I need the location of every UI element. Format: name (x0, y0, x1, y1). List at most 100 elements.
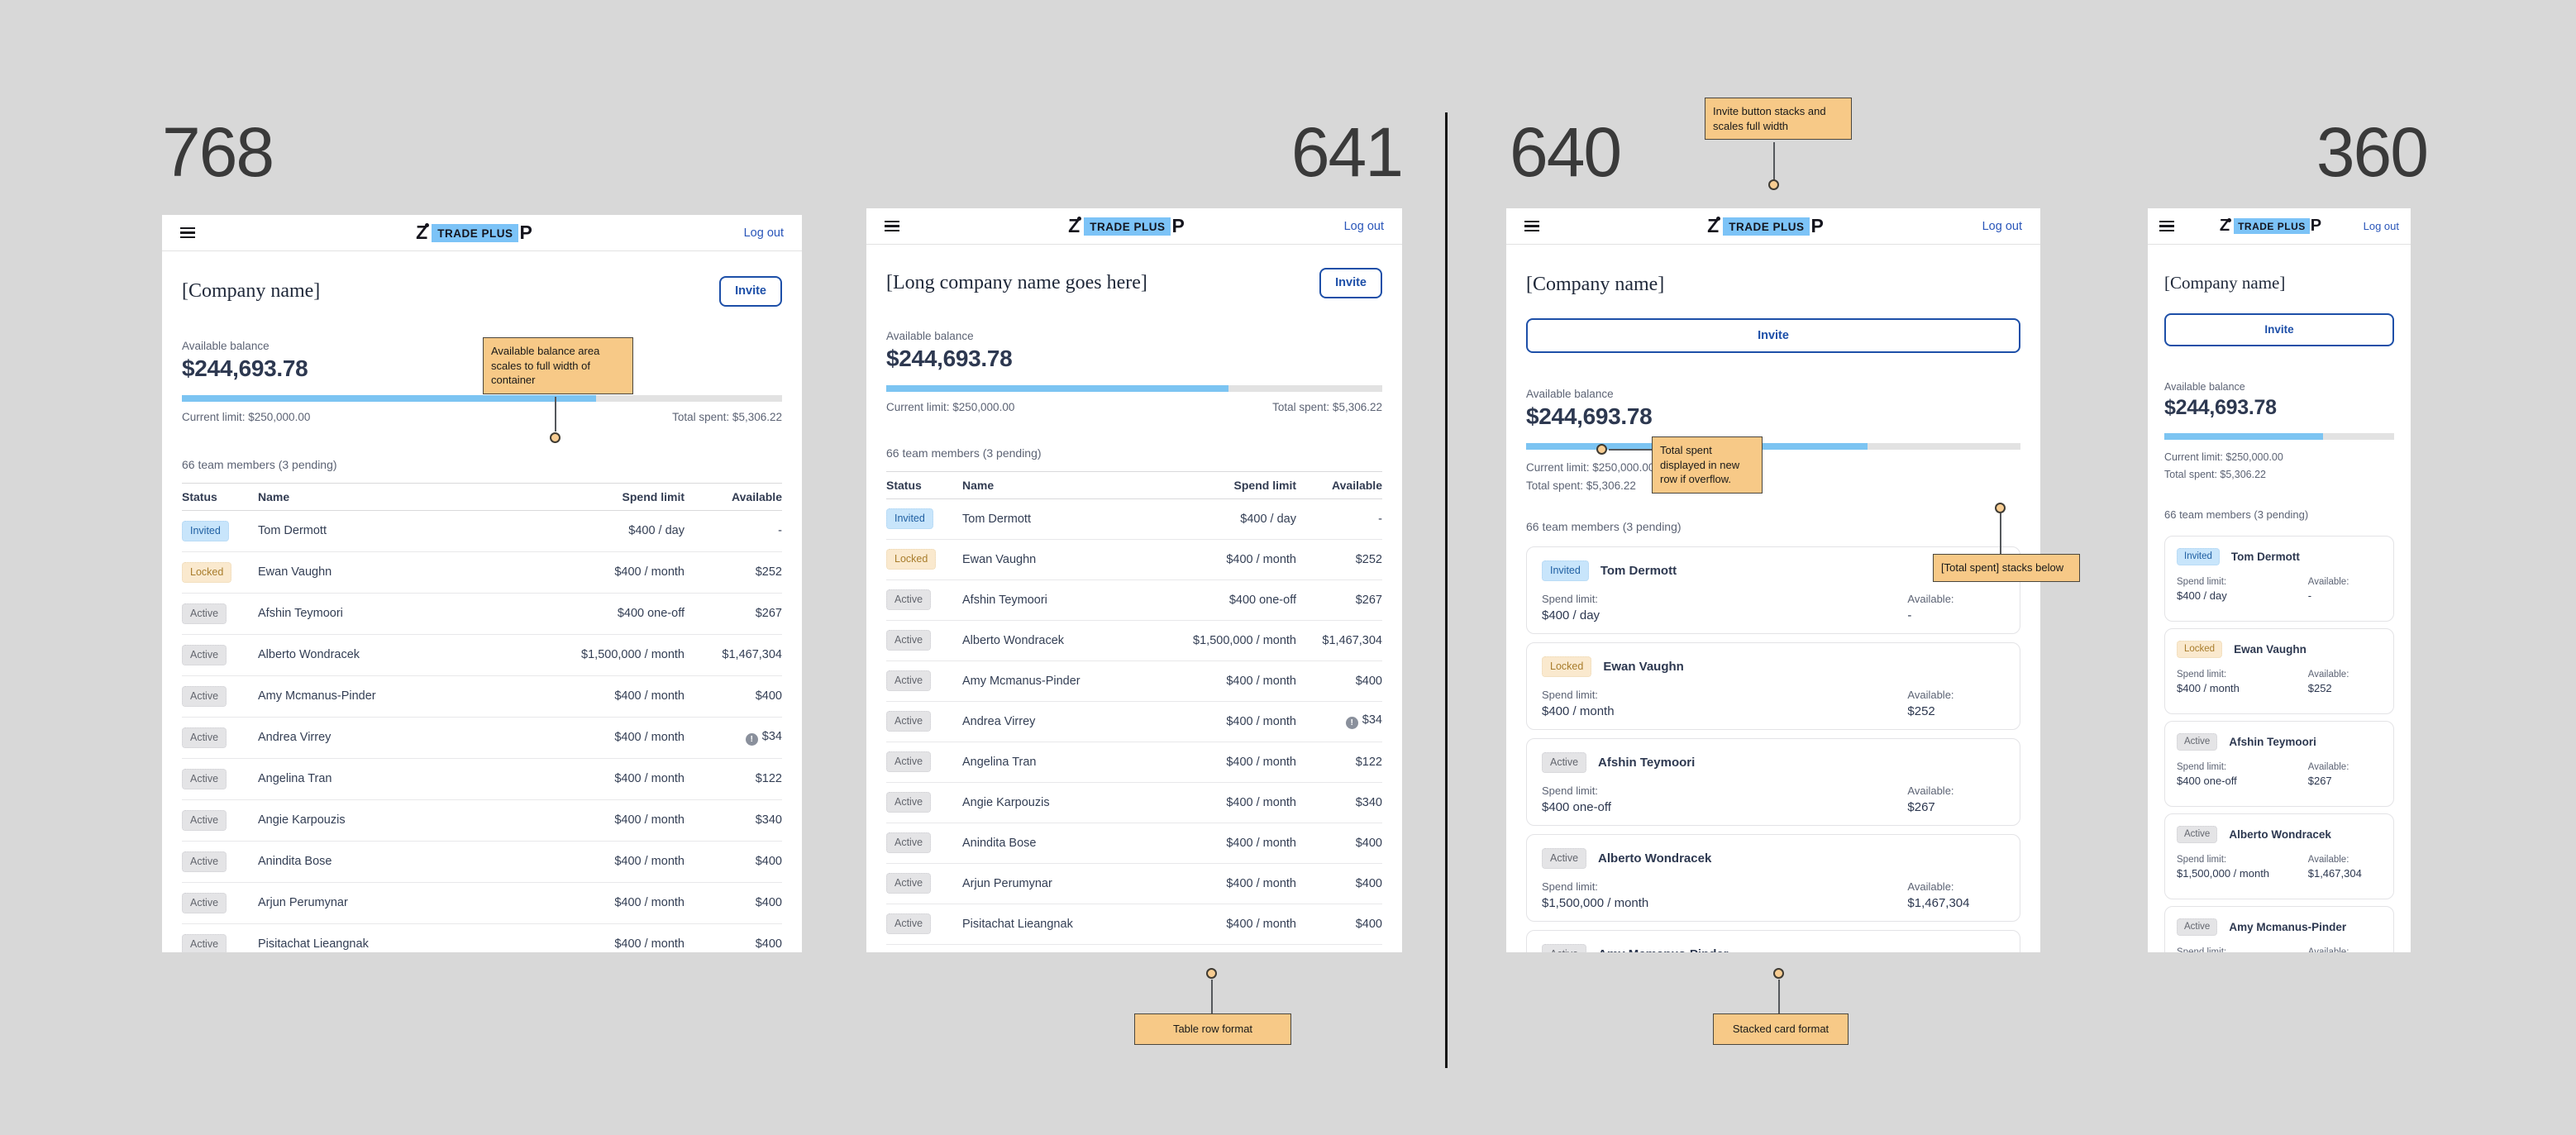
team-summary: 66 team members (3 pending) (1526, 520, 1682, 534)
team-member-card[interactable]: Active Alberto Wondracek Spend limit: $1,50… (2164, 813, 2394, 899)
team-member-row[interactable]: Active Arjun Perumynar $400 / month $400 (886, 864, 1382, 904)
logo-z: Z (2219, 217, 2230, 235)
member-card-header: Active Alberto Wondracek (2177, 825, 2382, 844)
logout-link[interactable]: Log out (743, 226, 784, 240)
member-available-value: $400 (1355, 836, 1382, 850)
spend-limit-column: Spend limit: $1,500,000 / month (1542, 880, 1907, 910)
member-available-value: $400 (755, 689, 782, 703)
annotation-marker (1596, 444, 1607, 455)
logout-link[interactable]: Log out (2363, 220, 2399, 232)
member-spend-limit: $400 / month (1226, 917, 1296, 931)
team-member-card[interactable]: Locked Ewan Vaughn Spend limit: $400 / mont… (2164, 627, 2394, 714)
team-member-row[interactable]: Active Angie Karpouzis $400 / month $340 (182, 800, 782, 842)
team-member-row[interactable]: Active Andrea Virrey $400 / month! $34 (182, 718, 782, 759)
member-spend-limit: $400 / day (628, 524, 685, 537)
annotation-connector (1211, 980, 1213, 1013)
member-spend-limit: $400 / month (1226, 755, 1296, 769)
member-spend-limit: $400 / day (1240, 512, 1296, 526)
member-name: Alberto Wondracek (2229, 828, 2331, 842)
available-balance-value: $244,693.78 (886, 345, 1013, 371)
menu-icon[interactable] (180, 225, 213, 241)
team-member-row[interactable]: Locked Ewan Vaughn $400 / month $252 (886, 540, 1382, 580)
member-name: Tom Dermott (962, 512, 1031, 526)
team-member-row[interactable]: Active Afshin Teymoori $400 one-off $267 (886, 580, 1382, 621)
status-badge-active: Active (182, 892, 227, 913)
menu-icon[interactable] (885, 218, 918, 235)
team-member-row[interactable]: Active Arjun Perumynar $400 / month $400 (182, 883, 782, 924)
member-available-value: $1,467,304 (2307, 867, 2362, 880)
team-member-card[interactable]: Active Afshin Teymoori Spend limit: $400 on… (1526, 738, 2020, 827)
member-name: Amy Mcmanus-Pinder (962, 674, 1080, 688)
team-member-row[interactable]: Active Angelina Tran $400 / month $122 (886, 742, 1382, 783)
member-status-cell: Active (182, 933, 258, 952)
team-member-row[interactable]: Active Anindita Bose $400 / month $400 (886, 823, 1382, 864)
section-divider (1445, 112, 1448, 1068)
team-member-row[interactable]: Active Alberto Wondracek $1,500,000 / mont… (182, 635, 782, 676)
team-member-row[interactable]: Active Anindita Bose $400 / month $400 (182, 842, 782, 883)
member-available-value: $400 (755, 937, 782, 951)
status-badge-active: Active (2177, 918, 2218, 937)
team-member-row[interactable]: Active Andrea Virrey $400 / month! $34 (886, 702, 1382, 742)
member-available-value: $1,467,304 (1907, 896, 1970, 911)
spend-limit-value: $1,500,000 / month (1542, 896, 1649, 911)
team-member-row[interactable]: Active Afshin Teymoori $400 one-off $267 (182, 594, 782, 635)
member-available-value: $267 (2307, 775, 2332, 788)
member-name: Afshin Teymoori (2229, 736, 2316, 749)
member-status-cell: Active (886, 589, 962, 610)
spend-limit-column: Spend limit: $400 / day (1542, 593, 1907, 622)
member-spend-limit: $400 / month (1226, 795, 1296, 809)
menu-icon[interactable] (2159, 218, 2184, 235)
member-status-cell: Active (886, 751, 962, 772)
member-name: Angelina Tran (962, 755, 1037, 769)
team-member-row[interactable]: Invited Tom Dermott $400 / day - (886, 499, 1382, 540)
company-name: [Company name] (1526, 274, 1665, 295)
member-card-header: Invited Tom Dermott (1542, 560, 2005, 582)
logout-link[interactable]: Log out (1982, 219, 2022, 233)
member-card-header: Active Afshin Teymoori (2177, 732, 2382, 751)
member-available-value: $252 (1355, 552, 1382, 566)
logout-link[interactable]: Log out (1343, 219, 1384, 233)
team-member-card[interactable]: Active Alberto Wondracek Spend limit: $1,50… (1526, 834, 2020, 923)
team-member-row[interactable]: Active Amy Mcmanus-Pinder $400 / month $400 (182, 676, 782, 718)
spend-limit-column: Spend limit:$400 / month (2177, 947, 2308, 952)
team-member-row[interactable]: Active Alberto Wondracek $1,500,000 / mont… (886, 621, 1382, 661)
logo-wordmark: TRADE PLUS (432, 223, 519, 242)
team-member-row[interactable]: Locked Ewan Vaughn $400 / month $252 (182, 552, 782, 594)
team-member-row[interactable]: Active Angie Karpouzis $400 / month $340 (886, 783, 1382, 823)
team-member-card[interactable]: Locked Ewan Vaughn Spend limit: $400 / mont… (1526, 642, 2020, 731)
menu-icon[interactable] (1524, 218, 1558, 235)
member-status-cell: Active (182, 603, 258, 624)
available-label: Available: (2307, 670, 2349, 680)
team-member-row[interactable]: Invited Tom Dermott $400 / day - (182, 511, 782, 552)
invite-button[interactable]: Invite (1526, 317, 2020, 354)
member-name: Andrea Virrey (962, 714, 1036, 728)
member-available-value: $267 (1355, 593, 1382, 607)
member-available-value: - (2307, 589, 2312, 603)
member-status-cell: Active (182, 727, 258, 748)
team-member-card[interactable]: Active Afshin Teymoori Spend limit: $400 on… (2164, 720, 2394, 807)
member-spend-limit: $400 / month (614, 565, 685, 579)
invite-button[interactable]: Invite (719, 276, 782, 307)
member-available-value: $400 (1355, 876, 1382, 890)
member-card-header: Invited Tom Dermott (2177, 547, 2382, 566)
team-member-row[interactable]: Active Pisitachat Lieangnak $400 / month $4… (886, 904, 1382, 945)
team-member-row[interactable]: Active Amy Mcmanus-Pinder $400 / month $400 (886, 661, 1382, 702)
team-summary: 66 team members (3 pending) (182, 457, 337, 471)
team-member-row[interactable]: Active Pisitachat Lieangnak $400 / month $4… (182, 924, 782, 952)
spend-limit-column: Spend limit:$400 / month (1542, 689, 1907, 718)
annotation-total-spent-stacks: [Total spent] stacks below (1933, 554, 2080, 582)
balance-progress-bar (182, 394, 782, 402)
member-available-value: $340 (1355, 795, 1382, 809)
invite-button[interactable]: Invite (1319, 268, 1382, 298)
team-member-card[interactable]: Invited Tom Dermott Spend limit: $400 / day… (2164, 535, 2394, 622)
team-member-row[interactable]: Active Angelina Tran $400 / month $122 (182, 759, 782, 800)
logo-z: Z (416, 222, 427, 243)
invite-button[interactable]: Invite (2164, 313, 2394, 346)
spend-limit-value: $400 / day (1542, 608, 1600, 623)
status-badge-invited: Invited (2177, 547, 2220, 566)
mockup-panel-360: Z TRADE PLUS P Log out [Company name] Invi… (2148, 208, 2411, 952)
member-name: Tom Dermott (2230, 551, 2300, 564)
annotation-marker (1995, 503, 2006, 513)
